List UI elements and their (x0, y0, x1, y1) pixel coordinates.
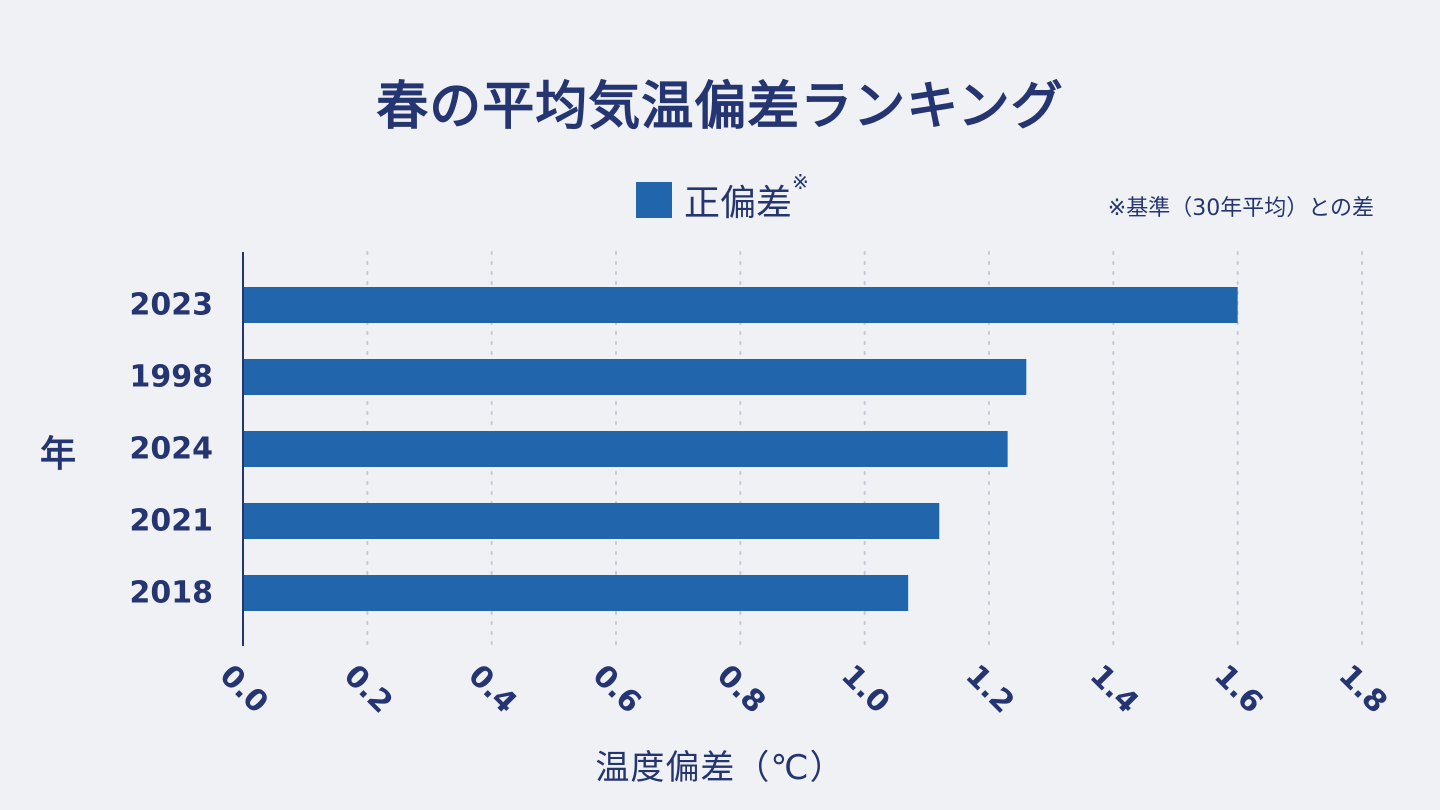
y-tick-label: 1998 (130, 360, 214, 395)
legend-label: 正偏差※ (684, 170, 809, 226)
y-tick-label: 2021 (130, 504, 214, 539)
x-tick-label: 1.2 (959, 658, 1021, 720)
x-axis-label: 温度偏差（℃） (595, 748, 845, 788)
x-tick-label: 0.2 (337, 658, 399, 720)
y-tick-label: 2024 (130, 432, 214, 467)
bar-2024 (243, 431, 1008, 467)
x-tick-label: 0.6 (586, 658, 648, 720)
x-tick-label: 0.0 (213, 658, 275, 720)
legend-note-mark: ※ (792, 170, 809, 194)
bar-2018 (243, 575, 909, 611)
x-tick-label: 1.0 (834, 658, 896, 720)
bar-2021 (243, 503, 940, 539)
bar-1998 (243, 359, 1027, 395)
x-tick-label: 0.8 (710, 658, 772, 720)
legend: 正偏差※ (636, 170, 809, 224)
legend-swatch (636, 182, 672, 218)
bar-2023 (243, 287, 1238, 323)
x-tick-label: 0.4 (461, 658, 523, 720)
chart-title: 春の平均気温偏差ランキング (376, 77, 1064, 137)
y-axis-label: 年 (40, 434, 77, 475)
x-tick-label: 1.8 (1332, 658, 1394, 720)
y-tick-label: 2023 (130, 288, 214, 323)
legend-label-text: 正偏差 (684, 183, 793, 224)
x-tick-label: 1.6 (1207, 658, 1269, 720)
x-tick-label: 1.4 (1083, 658, 1145, 720)
y-tick-label: 2018 (130, 576, 214, 611)
baseline-note: ※基準（30年平均）との差 (1107, 196, 1374, 221)
